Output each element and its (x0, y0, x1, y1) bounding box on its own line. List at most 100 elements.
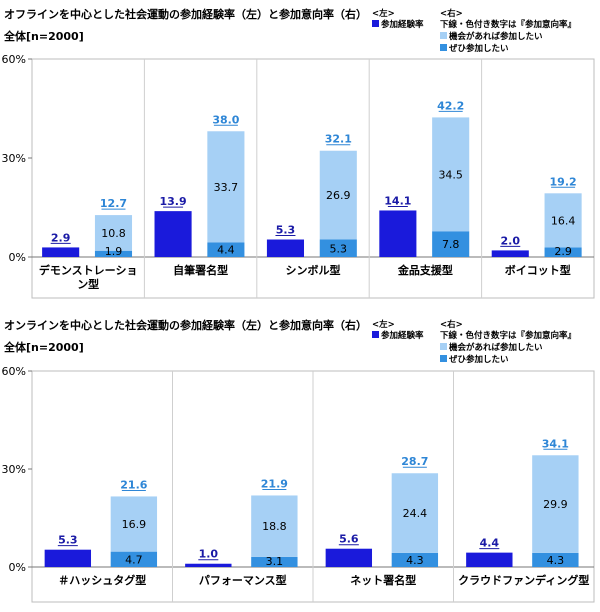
chart2-bar-willing (532, 455, 579, 553)
chart2-bar-definitely (251, 556, 298, 567)
chart1-label-total: 19.2 (550, 175, 577, 188)
chart1-plot: 60% 30% 0% 2.9 1.9 10.8 12.7 デモンストレーション型 13.9 4.4… (2, 53, 595, 299)
chart1-label-total: 38.0 (212, 113, 239, 126)
chart1-bar-willing (544, 193, 582, 248)
chart1-legend-experience-swatch (372, 20, 379, 27)
chart1-bar-experience (266, 239, 305, 257)
chart1-label-experience: 2.0 (501, 234, 521, 247)
chart2-legend-experience-swatch (372, 331, 379, 338)
chart1-bar-definitely (544, 247, 582, 257)
chart2-ytick-label: 30% (2, 463, 26, 476)
chart2-bar-definitely (532, 552, 579, 567)
chart2-label-willing: 24.4 (403, 507, 428, 520)
chart1-legend-definitely: ぜひ参加したい (449, 44, 509, 54)
chart1-bar-willing (432, 117, 470, 232)
chart2-category-label: ネット署名型 (350, 573, 416, 587)
chart1-bar-definitely (207, 242, 245, 257)
chart1-category-label: シンボル型 (286, 263, 341, 277)
chart2-label-experience: 5.3 (58, 534, 78, 547)
chart1-legend-note: 下線・色付き数字は『参加意向率』 (440, 20, 577, 30)
chart1-label-willing: 10.8 (101, 227, 126, 240)
chart1-bar-willing (94, 215, 133, 251)
chart2-plot: 60% 30% 0% 5.3 4.7 16.9 21.6 ＃ハッシュタグ型 1.0 3.1 18.8… (2, 365, 595, 603)
chart1-label-experience: 14.1 (384, 194, 411, 207)
chart2-legend-definitely: ぜひ参加したい (449, 355, 509, 365)
chart2-legend-definitely-swatch (440, 355, 447, 362)
chart1-legend-definitely-swatch (440, 44, 447, 51)
chart1-category-label: 金品支援型 (397, 263, 453, 277)
chart1-title: オフラインを中心とした社会運動の参加経験率（左）と参加意向率（右） (4, 8, 367, 21)
chart2-legend-left-header: <左> (372, 320, 395, 330)
chart2-bar-experience (325, 548, 373, 567)
chart1-ytick-label: 0% (9, 251, 26, 264)
chart1-label-total: 42.2 (437, 99, 464, 112)
chart1-category-label: デモンストレーション型 (39, 263, 138, 291)
chart2-label-definitely: 3.1 (266, 555, 284, 568)
chart2-label-willing: 29.9 (543, 498, 568, 511)
chart1-bar-experience (379, 210, 417, 257)
chart2-category-label: パフォーマンス型 (199, 573, 287, 587)
chart1-label-willing: 34.5 (438, 168, 463, 181)
chart1-category-label: ボイコット型 (505, 263, 571, 277)
chart2-label-willing: 18.8 (262, 520, 287, 533)
chart1-category-label-line1: デモンストレーショ (39, 263, 138, 277)
chart1-bar-experience (42, 247, 80, 257)
chart2-legend-right-header: <右> (440, 320, 463, 330)
chart2-bar-willing (391, 473, 439, 553)
chart1-category-label: 自筆署名型 (173, 263, 228, 277)
chart1-legend-willing: 機会があれば参加したい (449, 32, 543, 42)
chart1-label-experience: 2.9 (51, 231, 71, 244)
chart1-label-experience: 13.9 (159, 195, 186, 208)
chart2-label-total: 34.1 (542, 437, 569, 450)
chart2-bar-experience (185, 563, 232, 567)
chart1-label-willing: 16.4 (551, 214, 576, 227)
chart1-legend-left-header: <左> (372, 9, 395, 19)
chart2-label-experience: 4.4 (480, 537, 500, 550)
chart2-label-total: 28.7 (401, 455, 428, 468)
chart2-bar-willing (110, 496, 158, 552)
chart1-frame (31, 58, 595, 299)
chart1-label-willing: 33.7 (214, 181, 239, 194)
chart1-legend-willing-swatch (440, 32, 447, 39)
chart2-label-total: 21.6 (120, 478, 147, 491)
chart2-title: オンラインを中心とした社会運動の参加経験率（左）と参加意向率（右） (4, 319, 367, 332)
chart2-subtitle: 全体[n=2000] (4, 341, 84, 354)
chart1-label-total: 12.7 (100, 197, 127, 210)
chart1-bar-experience (491, 250, 529, 257)
chart1-label-definitely: 5.3 (330, 242, 348, 255)
chart2-label-definitely: 4.3 (406, 554, 424, 567)
chart2-label-definitely: 4.7 (125, 553, 143, 566)
chart1-label-total: 32.1 (325, 133, 352, 146)
chart1-ytick-label: 60% (2, 53, 26, 66)
chart2-legend-experience: 参加経験率 (381, 331, 424, 341)
chart2-category-label: クラウドファンディング型 (458, 573, 589, 587)
chart2-category-label: ＃ハッシュタグ型 (58, 573, 146, 587)
chart2-label-total: 21.9 (261, 477, 288, 490)
chart2-legend-willing: 機会があれば参加したい (449, 343, 543, 353)
chart2-label-willing: 16.9 (122, 518, 147, 531)
chart2-bar-definitely (391, 552, 439, 567)
chart2-label-experience: 1.0 (199, 548, 219, 561)
chart2-bar-definitely (110, 551, 158, 567)
chart1-category-label-line2: ン型 (77, 277, 99, 291)
chart1-label-definitely: 4.4 (217, 244, 235, 257)
chart2-bar-experience (466, 552, 513, 567)
chart1-label-experience: 5.3 (276, 224, 296, 237)
chart2-label-experience: 5.6 (339, 533, 359, 546)
chart1-legend-experience: 参加経験率 (381, 20, 424, 30)
chart1-bar-definitely (432, 231, 470, 257)
chart1-bar-experience (154, 211, 192, 257)
chart2-ytick-label: 0% (9, 561, 26, 574)
chart1-bar-definitely (319, 239, 357, 257)
chart1-bar-willing (319, 150, 357, 240)
chart2-label-definitely: 4.3 (547, 554, 565, 567)
chart1-bar-definitely (94, 250, 133, 257)
chart1-ytick-label: 30% (2, 152, 26, 165)
chart2-bar-willing (251, 495, 298, 557)
chart2-legend-note: 下線・色付き数字は『参加意向率』 (440, 331, 577, 341)
chart1-bar-willing (207, 131, 245, 243)
chart2-bar-experience (44, 549, 92, 567)
chart1-subtitle: 全体[n=2000] (4, 30, 84, 43)
chart1-label-definitely: 2.9 (554, 245, 572, 258)
chart1-label-definitely: 7.8 (442, 238, 460, 251)
